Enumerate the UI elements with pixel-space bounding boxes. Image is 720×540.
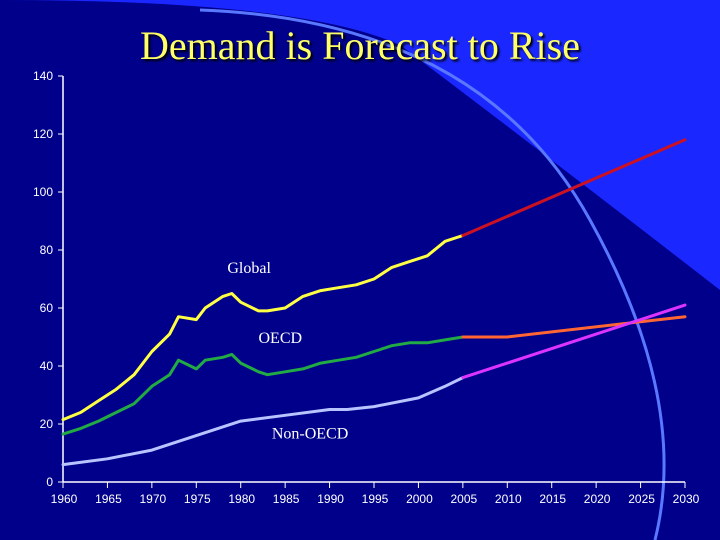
x-tick-label: 1980 — [228, 492, 255, 506]
series-line-global-forecast — [461, 138, 687, 237]
y-tick-label: 60 — [40, 301, 54, 315]
x-tick-label: 1990 — [317, 492, 344, 506]
x-tick-label: 1995 — [362, 492, 389, 506]
x-tick-label: 2030 — [673, 492, 700, 506]
series-label-oecd: OECD — [258, 330, 302, 347]
y-tick-label: 0 — [46, 475, 53, 489]
x-tick-label: 1970 — [140, 492, 167, 506]
x-tick-label: 1960 — [51, 492, 78, 506]
series-line-global — [61, 234, 465, 422]
y-tick-label: 120 — [33, 127, 53, 141]
x-tick-label: 2015 — [539, 492, 566, 506]
x-tick-label: 1965 — [95, 492, 122, 506]
series-label-global: Global — [227, 260, 271, 277]
chart-annotations: Global OECD Non-OECD — [227, 260, 348, 442]
chart-series — [61, 138, 687, 467]
x-tick-label: 1975 — [184, 492, 211, 506]
chart-axes: 0 20 40 60 80 100 120 140 1960 1965 1970 1975 1980 19… — [33, 69, 700, 506]
series-label-non-oecd: Non-OECD — [272, 426, 348, 443]
x-tick-label: 1985 — [273, 492, 300, 506]
series-line-non-oecd — [61, 376, 465, 467]
y-tick-label: 100 — [33, 185, 53, 199]
y-tick-label: 80 — [40, 243, 54, 257]
x-tick-label: 2025 — [628, 492, 655, 506]
background-wedge — [0, 0, 720, 290]
x-tick-label: 2020 — [584, 492, 611, 506]
background-arc — [199, 8, 666, 540]
x-tick-label: 2000 — [406, 492, 433, 506]
series-line-non-oecd-forecast — [461, 303, 687, 380]
x-tick-label: 2010 — [495, 492, 522, 506]
slide-title: Demand is Forecast to Rise — [140, 23, 580, 68]
y-tick-label: 40 — [40, 359, 54, 373]
series-line-oecd-forecast — [461, 315, 687, 339]
series-line-oecd — [61, 335, 465, 436]
x-tick-label: 2005 — [451, 492, 478, 506]
y-tick-label: 140 — [33, 69, 53, 83]
y-tick-label: 20 — [40, 417, 54, 431]
